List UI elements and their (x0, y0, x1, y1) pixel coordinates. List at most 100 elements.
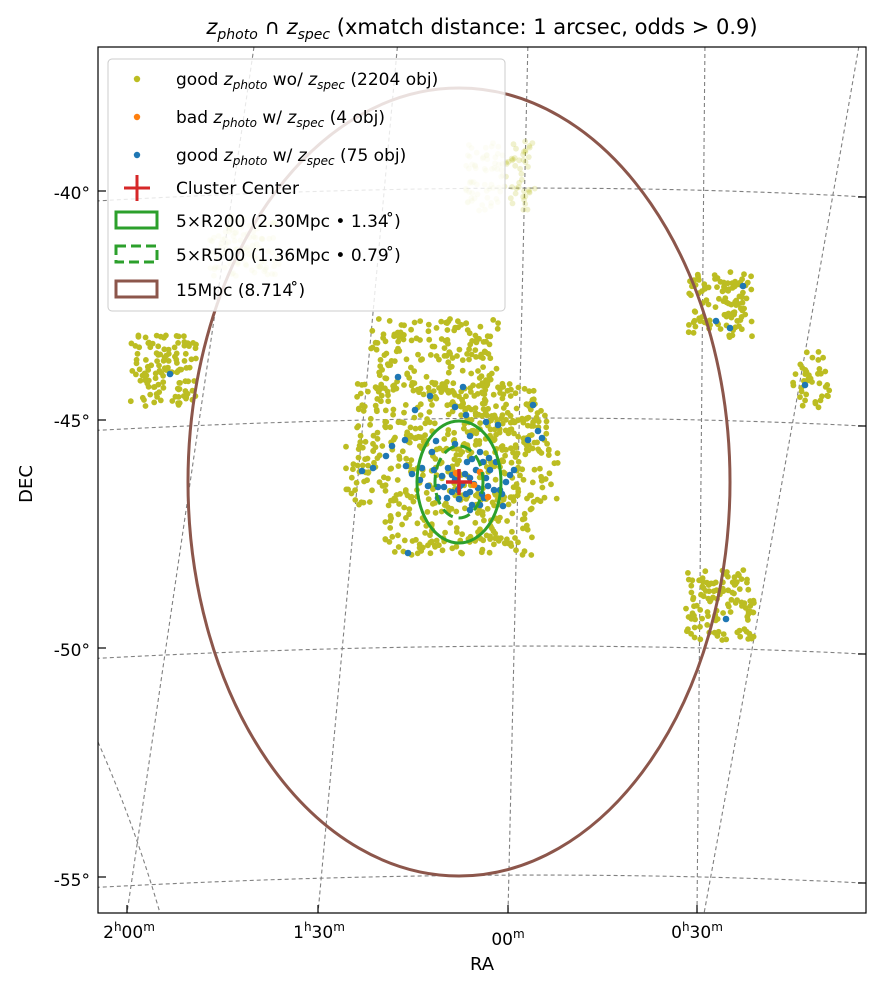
point-good-wo-spec (445, 504, 451, 511)
point-good-wo-spec (452, 324, 459, 331)
point-good-w-spec (444, 464, 452, 472)
point-good-wo-spec (442, 337, 449, 344)
point-good-wo-spec (379, 443, 386, 449)
point-good-wo-spec (445, 359, 452, 366)
point-good-wo-spec (445, 411, 452, 418)
point-good-wo-spec (520, 148, 527, 155)
point-good-wo-spec (537, 498, 544, 505)
point-good-wo-spec (508, 459, 515, 466)
point-good-wo-spec (147, 391, 154, 398)
point-good-wo-spec (396, 456, 403, 462)
point-good-wo-spec (366, 499, 373, 505)
legend-bad-mid: w/ (257, 108, 287, 128)
point-good-wo-spec (521, 188, 527, 195)
point-good-wo-spec (816, 366, 823, 372)
point-good-wo-spec (499, 443, 506, 449)
point-good-wo-spec (441, 436, 448, 442)
point-good-wo-spec (685, 329, 692, 336)
point-good-wo-spec (744, 279, 751, 286)
y-tick-label: -50° (54, 641, 90, 661)
point-good-wo-spec (417, 412, 424, 418)
ra-gridline (703, 47, 860, 913)
point-good-wo-spec (538, 477, 545, 484)
point-good-w-spec (461, 470, 469, 478)
point-good-wo-spec (144, 380, 151, 387)
point-good-wo-spec (359, 382, 365, 388)
point-good-wo-spec (505, 158, 512, 165)
point-good-wo-spec (747, 608, 754, 615)
point-good-wo-spec (456, 346, 463, 353)
point-good-wo-spec (495, 320, 501, 326)
point-good-wo-spec (385, 475, 391, 482)
point-good-wo-spec (725, 310, 732, 317)
x-tick-minutes-sup: m (711, 920, 723, 934)
legend-marker-center (124, 175, 150, 201)
point-good-wo-spec (706, 588, 712, 595)
x-tick-hours-sup: h (682, 920, 690, 934)
point-good-wo-spec (528, 505, 535, 512)
point-good-wo-spec (520, 206, 527, 213)
point-good-wo-spec (507, 412, 514, 419)
point-good-wo-spec (445, 389, 452, 396)
point-good-wo-spec (406, 506, 413, 512)
point-good-wo-spec (449, 355, 456, 361)
point-good-wo-spec (453, 508, 460, 515)
point-good-wo-spec (723, 636, 730, 643)
legend-good-wo-z2: z (307, 70, 318, 90)
point-good-wo-spec (705, 582, 712, 588)
point-good-wo-spec (685, 570, 691, 576)
point-good-wo-spec (169, 398, 176, 404)
point-good-wo-spec (367, 421, 373, 428)
point-good-wo-spec (543, 418, 550, 425)
point-good-wo-spec (805, 376, 812, 382)
point-good-wo-spec (545, 452, 552, 458)
point-good-wo-spec (391, 382, 398, 389)
point-good-wo-spec (519, 176, 525, 183)
point-good-wo-spec (459, 550, 465, 557)
point-good-wo-spec (354, 424, 360, 431)
point-good-wo-spec (396, 501, 402, 507)
point-good-wo-spec (403, 455, 410, 462)
point-good-wo-spec (705, 301, 712, 308)
point-good-wo-spec (509, 184, 515, 190)
legend-bad-sub2: spec (296, 116, 324, 130)
point-good-wo-spec (129, 368, 136, 374)
point-good-wo-spec (453, 529, 460, 535)
point-good-wo-spec (446, 349, 453, 355)
point-good-wo-spec (484, 505, 491, 512)
point-good-wo-spec (399, 521, 405, 528)
title-intersection: ∩ (265, 15, 280, 39)
point-good-wo-spec (725, 587, 732, 594)
point-good-wo-spec (361, 478, 367, 485)
point-good-wo-spec (797, 361, 804, 368)
point-good-wo-spec (355, 406, 362, 413)
point-good-wo-spec (520, 157, 527, 163)
point-good-wo-spec (520, 525, 526, 532)
point-good-wo-spec (165, 350, 172, 357)
point-good-wo-spec (357, 439, 364, 445)
point-good-wo-spec (182, 378, 189, 385)
point-good-wo-spec (515, 384, 522, 391)
point-good-wo-spec (400, 336, 407, 343)
legend-label-r200: 5×R200 (2.30Mpc • 1.34 ̊) (176, 211, 401, 232)
point-good-wo-spec (716, 295, 722, 302)
point-good-wo-spec (369, 327, 376, 334)
point-good-wo-spec (512, 390, 519, 397)
legend-good-w-sub: photo (232, 154, 268, 168)
point-good-wo-spec (382, 424, 389, 431)
ra-gridline (317, 47, 398, 913)
point-good-wo-spec (803, 391, 810, 398)
point-good-wo-spec (403, 356, 410, 363)
point-good-wo-spec (491, 436, 498, 443)
point-good-wo-spec (386, 539, 393, 545)
point-good-wo-spec (433, 537, 440, 544)
x-tick-label: 1h30m (293, 920, 345, 943)
point-good-wo-spec (717, 326, 724, 332)
point-good-wo-spec (472, 405, 479, 411)
point-good-wo-spec (747, 603, 754, 609)
point-good-w-spec (448, 488, 456, 496)
point-good-wo-spec (506, 381, 513, 387)
point-good-wo-spec (458, 412, 464, 418)
legend-label-bad: bad zphoto w/ zspec (4 obj) (176, 108, 385, 130)
legend-marker-r200 (114, 210, 159, 230)
